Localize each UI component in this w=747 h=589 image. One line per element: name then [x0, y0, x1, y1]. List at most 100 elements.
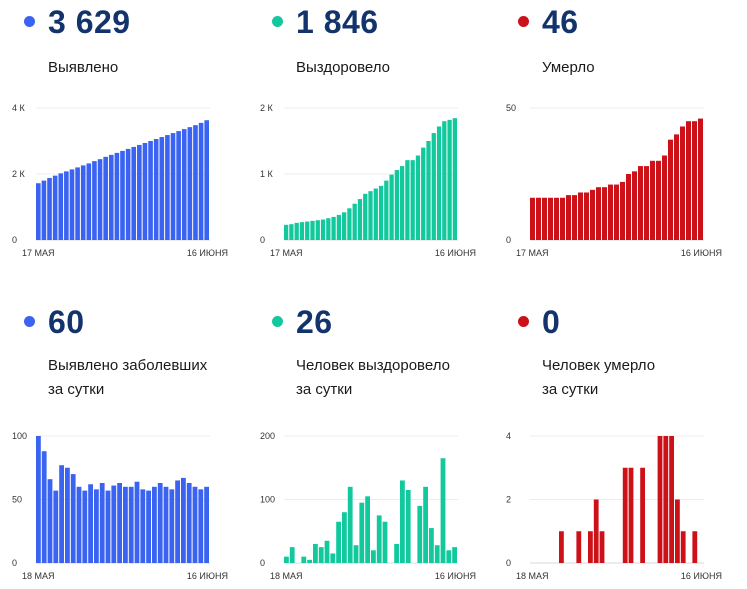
bar	[108, 154, 114, 240]
metric-label-line-2: за сутки	[542, 381, 599, 398]
bar	[663, 436, 669, 563]
bar	[434, 545, 440, 563]
chart-recovered-daily: 0 100 200 18 МАЯ 16 ИЮНЯ	[260, 431, 476, 581]
x-end-label: 16 ИЮНЯ	[681, 248, 722, 258]
chart-died: 0 50 17 МАЯ 16 ИЮНЯ	[506, 103, 722, 258]
metric-value: 60	[48, 304, 85, 340]
bar	[590, 189, 595, 240]
bar	[342, 512, 347, 563]
bar	[36, 436, 41, 563]
y-tick-label: 2 К	[260, 103, 274, 113]
bar	[384, 180, 389, 240]
bar	[608, 184, 613, 240]
bar	[331, 216, 336, 240]
bar	[128, 486, 134, 563]
bar	[596, 187, 601, 240]
metric-label-line-1: Выявлено	[48, 59, 119, 76]
y-tick-label: 2 К	[12, 169, 26, 179]
status-dot-icon	[24, 316, 35, 327]
bar	[669, 436, 674, 563]
x-end-label: 16 ИЮНЯ	[435, 248, 476, 258]
bar	[65, 467, 70, 563]
bar	[198, 122, 204, 240]
bar	[70, 474, 76, 563]
bar	[92, 161, 97, 240]
metric-label-line-1: Человек умерло	[542, 357, 656, 374]
bar	[176, 131, 181, 240]
bar	[446, 550, 452, 563]
bar	[80, 165, 86, 240]
bar	[99, 482, 105, 563]
chart-recovered: 0 1 К 2 К 17 МАЯ 16 ИЮНЯ	[260, 103, 476, 258]
bar	[347, 486, 353, 563]
bar	[53, 490, 59, 563]
bar	[64, 171, 69, 240]
bar	[347, 208, 352, 240]
y-tick-label: 0	[260, 558, 265, 568]
bar	[204, 120, 209, 240]
bar	[82, 490, 88, 563]
metric-label-line-1: Умерло	[542, 59, 595, 76]
bar	[436, 126, 442, 240]
bar	[284, 556, 289, 563]
bar	[47, 177, 52, 240]
x-start-label: 18 МАЯ	[270, 571, 303, 581]
bar	[175, 480, 180, 563]
bar	[320, 219, 326, 240]
bar	[698, 118, 703, 240]
bar	[584, 192, 589, 240]
bar	[373, 188, 378, 240]
bar	[440, 458, 446, 563]
bar	[69, 169, 75, 240]
bar	[123, 486, 128, 563]
bar	[640, 467, 645, 563]
bar	[120, 150, 125, 240]
bar	[632, 171, 637, 240]
bar	[368, 191, 373, 240]
bar	[394, 170, 399, 240]
bar	[324, 540, 330, 563]
bar	[86, 163, 92, 240]
bar	[559, 531, 564, 563]
bar	[289, 224, 294, 240]
bar	[318, 547, 324, 563]
bar	[363, 193, 368, 240]
metric-value: 0	[542, 304, 561, 340]
bar	[58, 173, 64, 240]
bar	[315, 220, 320, 240]
x-end-label: 16 ИЮНЯ	[681, 571, 722, 581]
bar	[548, 197, 553, 240]
bar	[313, 543, 318, 563]
bar	[94, 489, 99, 563]
bar	[186, 482, 192, 563]
metric-value: 1 846	[296, 4, 379, 40]
bar	[656, 160, 661, 240]
y-tick-label: 100	[260, 495, 275, 505]
bar	[131, 146, 137, 240]
x-end-label: 16 ИЮНЯ	[435, 571, 476, 581]
metric-value: 3 629	[48, 4, 131, 40]
bar	[170, 133, 176, 240]
bar	[142, 142, 148, 240]
bar	[103, 156, 108, 240]
status-dot-icon	[272, 316, 283, 327]
bar	[153, 139, 159, 240]
bar	[536, 197, 541, 240]
bar	[662, 155, 667, 240]
bar	[88, 484, 93, 563]
bar	[47, 479, 53, 563]
bar	[52, 175, 58, 240]
bar	[614, 184, 619, 240]
chart-died-daily: 0 2 4 18 МАЯ 16 ИЮНЯ	[506, 431, 722, 581]
x-start-label: 17 МАЯ	[22, 248, 55, 258]
bar	[336, 214, 341, 240]
bar	[284, 224, 289, 240]
status-dot-icon	[24, 16, 35, 27]
bar	[447, 119, 452, 240]
metric-label-line-1: Выздоровело	[296, 59, 391, 76]
bar	[152, 486, 157, 563]
bar	[692, 531, 698, 563]
chart-detected-daily: 0 50 100 18 МАЯ 16 ИЮНЯ	[12, 431, 228, 581]
bar	[36, 183, 41, 240]
x-start-label: 18 МАЯ	[516, 571, 549, 581]
